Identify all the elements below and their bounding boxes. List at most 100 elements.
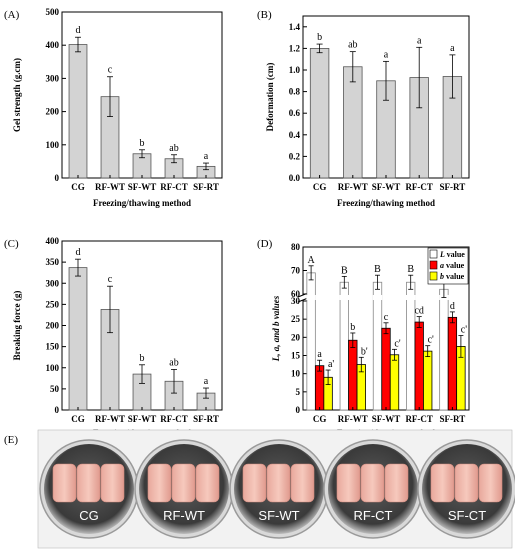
y-tick-label: 0.8 [289, 87, 301, 97]
significance-label: c [108, 65, 113, 76]
significance-label: B [341, 265, 348, 276]
legend-label: a value [440, 261, 465, 270]
bar [68, 44, 88, 179]
significance-label: b [140, 353, 145, 364]
sample-roll [478, 463, 503, 503]
x-tick-label: CG [71, 414, 85, 424]
x-tick-label: SF-RT [440, 182, 466, 192]
y-tick-label: 500 [46, 7, 60, 17]
petri-dish: RF-CT [323, 439, 423, 539]
sample-roll [52, 463, 77, 503]
axis-break-gap [299, 295, 307, 300]
bar [348, 339, 358, 411]
dish-label: RF-CT [354, 508, 393, 523]
significance-label: c [108, 274, 113, 285]
panel-label: (B) [257, 9, 272, 21]
x-tick-label: SF-WT [128, 414, 157, 424]
y-tick-label: 350 [46, 257, 60, 267]
significance-label: a [204, 376, 209, 387]
y-tick-label: 30 [291, 296, 301, 306]
y-tick-label: 15 [291, 351, 301, 361]
significance-label: B [407, 264, 414, 275]
significance-label: ab [169, 357, 178, 368]
significance-label: A [307, 255, 315, 266]
bar [439, 288, 449, 411]
y-tick-label: 100 [46, 363, 60, 373]
significance-label: b [140, 138, 145, 149]
x-tick-label: SF-RT [193, 414, 219, 424]
y-tick-label: 150 [46, 342, 60, 352]
significance-label: b [317, 32, 322, 43]
x-tick-label: SF-WT [128, 182, 157, 192]
y-tick-label: 0 [55, 173, 60, 183]
y-axis-label: Gel strength (g.cm) [12, 58, 22, 132]
sample-roll [100, 463, 125, 503]
dish-label: SF-CT [448, 508, 486, 523]
bar [309, 48, 330, 179]
y-tick-label: 80 [291, 242, 301, 252]
sample-roll [147, 463, 172, 503]
dish-label: SF-WT [258, 508, 299, 523]
significance-label: a [384, 49, 389, 60]
x-axis-label: Freezing/thawing method [337, 198, 435, 208]
legend-swatch [429, 260, 438, 270]
sample-roll [336, 463, 361, 503]
y-tick-label: 5 [296, 387, 301, 397]
y-axis-label: Deformation (cm) [265, 63, 275, 132]
petri-dish: RF-WT [134, 439, 234, 539]
bar [343, 66, 363, 179]
bar [306, 272, 316, 411]
y-tick-label: 300 [46, 278, 60, 288]
x-tick-label: SF-RT [193, 182, 219, 192]
y-tick-label: 0.4 [289, 130, 301, 140]
y-tick-label: 10 [291, 369, 301, 379]
significance-label: d [76, 247, 81, 258]
petri-dish: SF-CT [417, 439, 515, 539]
significance-label: B [374, 264, 381, 275]
significance-label: d [450, 301, 455, 312]
significance-label: a [317, 349, 322, 360]
bar-break [405, 295, 416, 300]
bar [68, 267, 88, 411]
legend-swatch [429, 271, 438, 281]
y-tick-label: 100 [46, 140, 60, 150]
panel-label: (A) [4, 9, 20, 21]
bar [381, 327, 391, 411]
significance-label: ab [348, 40, 357, 51]
legend-label: b value [440, 272, 465, 281]
x-tick-label: RF-WT [95, 414, 125, 424]
x-tick-label: RF-CT [405, 182, 433, 192]
bar [447, 316, 458, 411]
y-tick-label: 0.2 [289, 151, 301, 161]
bar [339, 281, 349, 411]
x-tick-label: RF-CT [160, 182, 188, 192]
bar [406, 281, 416, 411]
x-tick-label: CG [313, 414, 327, 424]
significance-label: a' [328, 359, 334, 370]
x-tick-label: RF-WT [95, 182, 125, 192]
bar [414, 321, 424, 411]
y-tick-label: 20 [291, 332, 301, 342]
x-tick-label: RF-CT [405, 414, 433, 424]
legend-label: L value [439, 250, 465, 259]
sample-roll [242, 463, 267, 503]
y-tick-label: 0 [55, 405, 60, 415]
y-tick-label: 300 [46, 73, 60, 83]
y-tick-label: 0 [296, 405, 301, 415]
x-tick-label: CG [313, 182, 327, 192]
x-tick-label: CG [71, 182, 85, 192]
sample-roll [171, 463, 196, 503]
significance-label: a [450, 43, 455, 54]
y-tick-label: 1.4 [289, 22, 301, 32]
petri-dish: CG [39, 439, 139, 539]
chart-2: 0 50 100 150 200 250 300 350 400 d CG c RF-WT b SF-WT a… [4, 236, 223, 438]
y-tick-label: 200 [46, 321, 60, 331]
significance-label: cd [414, 306, 423, 317]
sample-roll [290, 463, 315, 503]
y-tick-label: 1.2 [289, 43, 301, 53]
dish-label: CG [79, 508, 99, 523]
significance-label: b' [361, 346, 368, 357]
bar [389, 354, 400, 411]
